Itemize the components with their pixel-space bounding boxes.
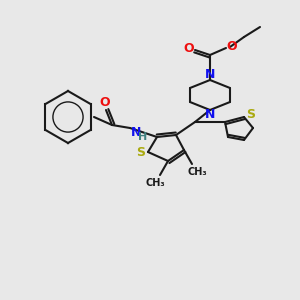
Text: CH₃: CH₃: [187, 167, 207, 177]
Text: O: O: [100, 97, 110, 110]
Text: H: H: [138, 132, 148, 142]
Text: S: S: [136, 146, 146, 158]
Text: N: N: [205, 68, 215, 82]
Text: O: O: [184, 43, 194, 56]
Text: O: O: [227, 40, 237, 53]
Text: N: N: [131, 127, 141, 140]
Text: N: N: [205, 109, 215, 122]
Text: S: S: [247, 107, 256, 121]
Text: CH₃: CH₃: [145, 178, 165, 188]
